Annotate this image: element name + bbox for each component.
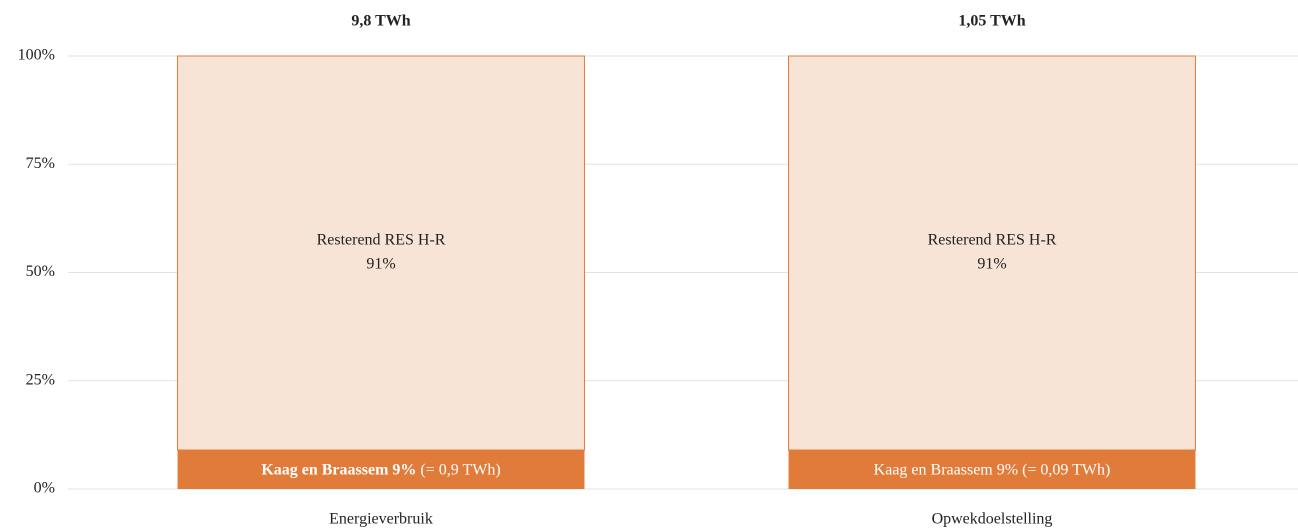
y-tick-label: 75% (26, 155, 55, 172)
x-tick-label: Opwekdoelstelling (932, 511, 1053, 528)
value-label: 9% (392, 461, 416, 478)
extra-label: (= 0,9 TWh) (420, 461, 500, 478)
value-label: 9% (997, 461, 1018, 478)
series-name: Kaag en Braassem (874, 461, 994, 478)
y-tick-label: 50% (26, 263, 55, 280)
bar-segment (788, 55, 1196, 451)
series-name: Kaag en Braassem (261, 461, 389, 478)
value-label: 91% (366, 256, 395, 273)
series-name: Resterend RES H-R (317, 232, 446, 249)
value-label: 91% (977, 256, 1006, 273)
x-tick-label: Energieverbruik (329, 511, 433, 528)
total-label: 9,8 TWh (351, 13, 410, 30)
bar-segment (177, 450, 585, 489)
total-label: 1,05 TWh (958, 13, 1025, 30)
bar-segment (177, 55, 585, 451)
segment-label: Kaag en Braassem 9% (= 0,9 TWh) (261, 461, 500, 478)
segment-label: Kaag en Braassem 9% (= 0,09 TWh) (874, 461, 1111, 478)
y-tick-label: 100% (18, 47, 55, 64)
bar-segment (788, 450, 1196, 489)
y-tick-label: 0% (34, 480, 55, 497)
y-tick-label: 25% (26, 371, 55, 388)
series-name: Resterend RES H-R (928, 232, 1057, 249)
extra-label: (= 0,09 TWh) (1022, 461, 1110, 478)
